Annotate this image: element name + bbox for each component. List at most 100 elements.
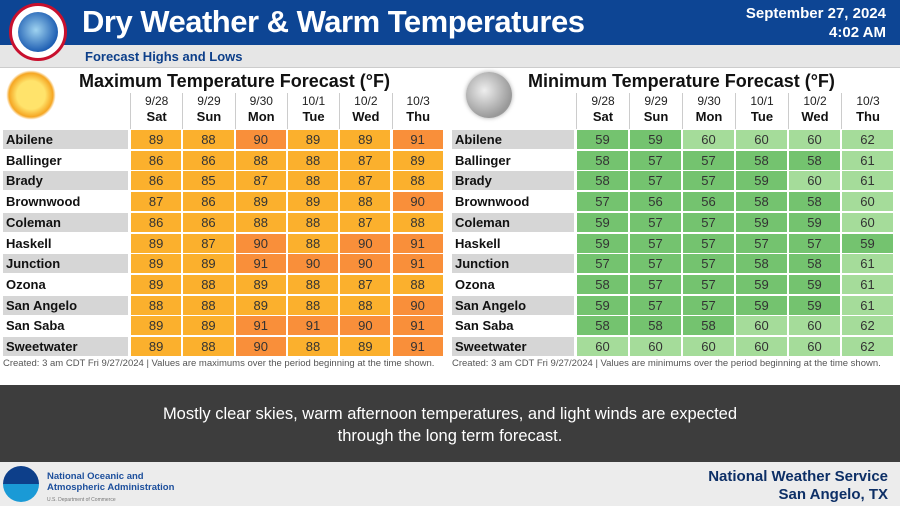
temperature-cell: 89 (131, 254, 182, 274)
temperature-cell: 88 (287, 274, 339, 294)
temperature-cell: 59 (736, 274, 787, 294)
temperature-cell: 57 (683, 150, 734, 170)
temperature-cell: 89 (183, 316, 234, 336)
temperature-cell: 91 (235, 316, 286, 336)
temperature-cell: 58 (789, 254, 840, 274)
city-name: Coleman (3, 212, 128, 232)
temperature-cell: 59 (577, 130, 628, 149)
city-name: Ozona (6, 276, 46, 292)
office-name: National Weather Service (708, 468, 888, 485)
column-header: 10/3 Thu (391, 93, 444, 129)
subheader-bar: Forecast Highs and Lows (0, 45, 900, 68)
temperature-cell: 90 (235, 130, 286, 149)
column-header: 10/2 Wed (788, 93, 841, 129)
temperature-cell: 57 (630, 274, 681, 294)
temperature-cell: 57 (789, 233, 840, 253)
city-name: San Angelo (452, 295, 574, 315)
temperature-cell: 89 (235, 192, 286, 212)
temperature-cell: 87 (183, 233, 234, 253)
forecast-summary: Mostly clear skies, warm afternoon tempe… (162, 405, 738, 445)
column-header: 9/29 Sun (182, 93, 234, 129)
temperature-cell: 88 (183, 295, 234, 315)
temperature-cell: 91 (287, 316, 339, 336)
temperature-cell: 60 (736, 337, 787, 356)
temperature-cell: 58 (630, 316, 681, 336)
city-name: Sweetwater (452, 337, 574, 356)
temperature-cell: 91 (392, 233, 443, 253)
temperature-cell: 59 (577, 295, 628, 315)
temperature-cell: 59 (736, 212, 787, 232)
temperature-cell: 89 (340, 337, 391, 356)
temperature-cell: 61 (842, 295, 893, 315)
temperature-cell: 91 (392, 254, 443, 274)
min-table-footnote: Created: 3 am CDT Fri 9/27/2024 | Values… (452, 358, 881, 369)
temperature-cell: 62 (842, 316, 893, 336)
column-header: 9/28 Sat (130, 93, 182, 129)
temperature-cell: 91 (392, 337, 443, 356)
summary-band: Mostly clear skies, warm afternoon tempe… (0, 385, 900, 462)
city-name: San Angelo (3, 295, 128, 315)
temperature-cell: 88 (392, 212, 443, 232)
temperature-cell: 90 (287, 254, 339, 274)
temperature-cell: 88 (131, 295, 182, 315)
sun-icon (6, 70, 56, 120)
column-day: Sun (643, 109, 669, 124)
temperature-cell: 86 (183, 192, 234, 212)
temperature-cell: 86 (131, 212, 182, 232)
column-day: Tue (302, 109, 325, 124)
temperature-cell: 62 (842, 130, 893, 149)
issue-time: 4:02 AM (829, 24, 886, 41)
temperature-cell: 58 (577, 274, 628, 294)
temperature-cell: 59 (736, 295, 787, 315)
max-table-title: Maximum Temperature Forecast (°F) (79, 71, 390, 91)
temperature-cell: 57 (630, 233, 681, 253)
temperature-cell: 58 (683, 316, 734, 336)
temperature-cell: 89 (287, 192, 339, 212)
temperature-cell: 57 (683, 233, 734, 253)
temperature-cell: 87 (340, 274, 391, 294)
min-table-title: Minimum Temperature Forecast (°F) (528, 71, 835, 91)
temperature-cell: 61 (842, 274, 893, 294)
page-title: Dry Weather & Warm Temperatures (82, 4, 585, 39)
column-date: 10/2 (354, 94, 378, 108)
column-header: 9/28 Sat (576, 93, 629, 129)
temperature-cell: 58 (577, 171, 628, 191)
temperature-cell: 58 (789, 150, 840, 170)
temperature-cell: 89 (235, 274, 286, 294)
city-name: Junction (452, 254, 574, 274)
temperature-cell: 57 (630, 295, 681, 315)
temperature-cell: 60 (842, 212, 893, 232)
temperature-cell: 60 (683, 337, 734, 356)
city-name: Brady (3, 171, 128, 191)
max-temperature-table: Maximum Temperature Forecast (°F) Create… (3, 68, 445, 378)
city-name: San Saba (455, 318, 514, 334)
issue-date: September 27, 2024 (745, 5, 886, 22)
temperature-cell: 60 (736, 130, 787, 149)
city-name: Coleman (452, 212, 574, 232)
temperature-cell: 60 (683, 130, 734, 149)
temperature-cell: 88 (287, 233, 339, 253)
temperature-cell: 58 (577, 316, 628, 336)
city-name: Junction (3, 254, 128, 274)
column-day: Thu (856, 109, 880, 124)
nws-logo-icon (9, 3, 67, 61)
temperature-cell: 86 (183, 150, 234, 170)
temperature-cell: 60 (789, 337, 840, 356)
min-temperature-table: Minimum Temperature Forecast (°F) Create… (452, 68, 896, 378)
temperature-cell: 57 (577, 254, 628, 274)
subtitle: Forecast Highs and Lows (85, 49, 243, 64)
temperature-cell: 85 (183, 171, 234, 191)
footer: National Oceanic and Atmospheric Adminis… (0, 462, 900, 506)
temperature-cell: 87 (131, 192, 182, 212)
column-header: 9/29 Sun (629, 93, 682, 129)
temperature-cell: 89 (131, 337, 182, 356)
temperature-cell: 89 (131, 274, 182, 294)
temperature-cell: 91 (392, 130, 443, 149)
temperature-cell: 89 (287, 130, 339, 149)
temperature-cell: 60 (630, 337, 681, 356)
temperature-cell: 89 (235, 295, 286, 315)
column-day: Mon (247, 109, 275, 124)
temperature-cell: 59 (789, 212, 840, 232)
column-header: 9/30 Mon (682, 93, 735, 129)
city-name: Ballinger (455, 152, 511, 168)
